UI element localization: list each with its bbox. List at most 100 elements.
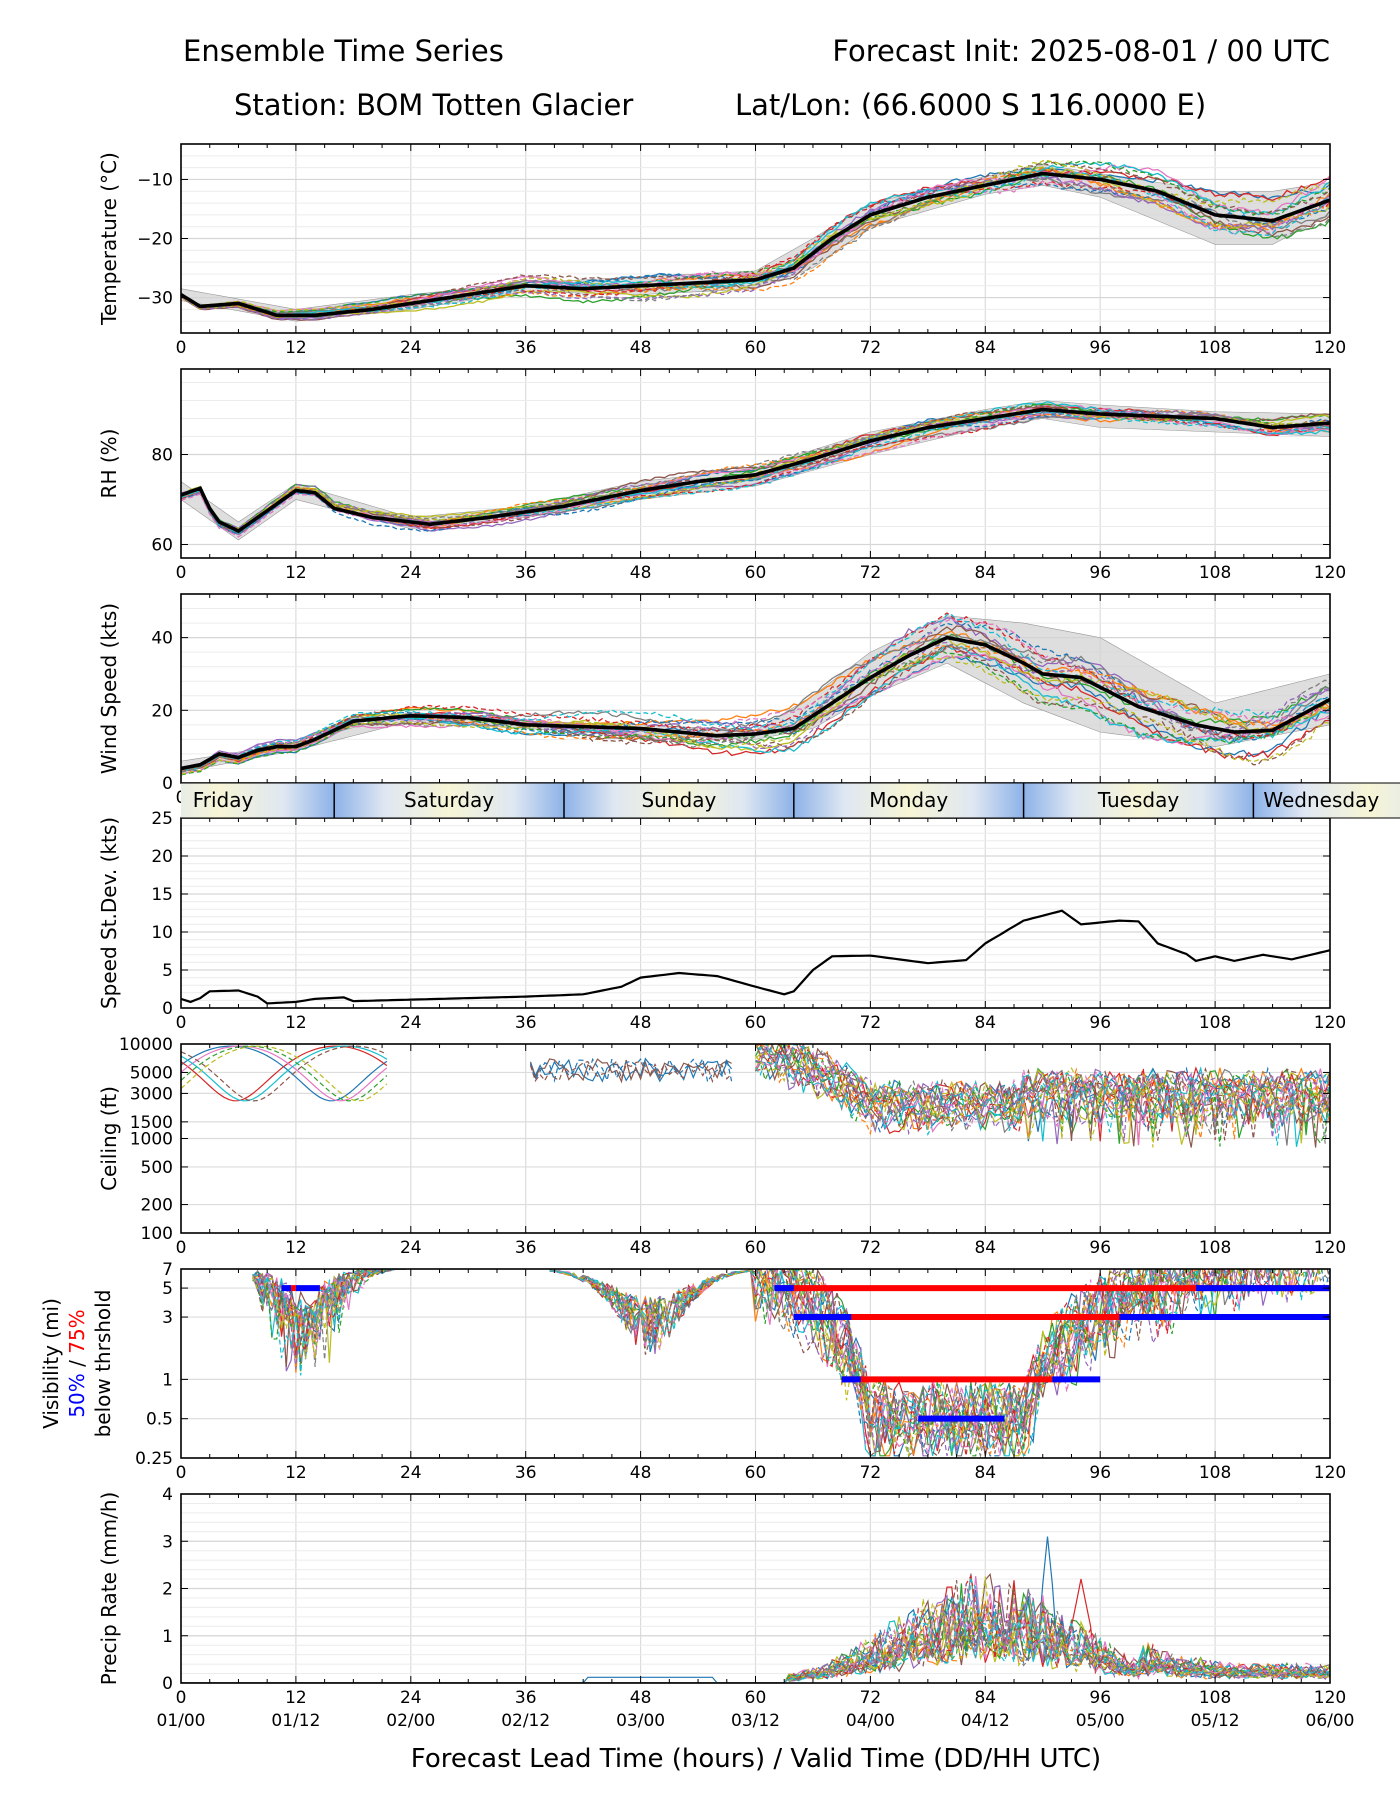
x-tick-label: 96 <box>1089 1688 1111 1708</box>
x-tick-label: 24 <box>400 1013 422 1033</box>
y-tick-label: 5 <box>162 961 173 981</box>
x-tick-label: 108 <box>1199 1463 1231 1483</box>
legend-75pct: 75% <box>65 1309 89 1353</box>
day-label: Wednesday <box>1263 788 1379 812</box>
y-tick-label: 4 <box>162 1485 173 1505</box>
y-tick-label: 200 <box>141 1196 173 1216</box>
day-label: Sunday <box>641 788 716 812</box>
ensemble-member-line <box>755 1044 1330 1133</box>
x-tick-label: 24 <box>400 1238 422 1258</box>
panel-vis: 0 12 24 36 48 60 72 84 96 108 120 75 3 1 0.5 0.25 Visibi… <box>39 1260 1346 1483</box>
x-tick-label: 120 <box>1314 563 1346 583</box>
x-tick-label: 108 <box>1199 1238 1231 1258</box>
x-tick-label: 0 <box>176 1463 187 1483</box>
day-label: Tuesday <box>1097 788 1180 812</box>
ensemble-member-line <box>181 176 1330 316</box>
x-tick-label: 36 <box>515 1238 537 1258</box>
ensemble-member-line <box>181 613 1330 771</box>
x-tick-label: 0 <box>176 1238 187 1258</box>
x-tick-label: 120 <box>1314 1463 1346 1483</box>
plot-area-ceiling <box>181 1044 1330 1148</box>
y-axis-label: Temperature (°C) <box>97 152 121 326</box>
x-tick-label: 24 <box>400 338 422 358</box>
day-label: Friday <box>193 788 254 812</box>
y-tick-label: −20 <box>137 230 173 250</box>
y-tick-label: 5 <box>162 1279 173 1299</box>
day-band <box>1023 783 1254 818</box>
x-tick-label: 36 <box>515 1688 537 1708</box>
day-band <box>1253 783 1400 818</box>
y-tick-label: 40 <box>151 629 173 649</box>
day-band <box>181 783 335 818</box>
y-axis-label: RH (%) <box>97 429 121 499</box>
x-tick-label: 12 <box>285 1013 307 1033</box>
x-tick-label: 48 <box>630 1013 652 1033</box>
y-tick-label: 0.5 <box>146 1410 173 1430</box>
x-axis-label: Forecast Lead Time (hours) / Valid Time … <box>411 1744 1101 1774</box>
plot-area-vis <box>252 1269 1330 1458</box>
ensemble-member-line <box>181 1044 1330 1148</box>
y-tick-label: 15 <box>151 885 173 905</box>
x-tick-label: 120 <box>1314 1013 1346 1033</box>
ensemble-member-line <box>181 650 1330 776</box>
x-tick-label: 96 <box>1089 1013 1111 1033</box>
x-tick-label: 48 <box>630 338 652 358</box>
y-axis-label: Ceiling (ft) <box>97 1086 121 1191</box>
speed-stdev-line <box>181 909 1330 1005</box>
panel-wind: 0122436486072849610812002040Wind Speed (… <box>97 593 1346 808</box>
y-tick-label: 1 <box>162 1370 173 1390</box>
x-tick-label: 12 <box>285 338 307 358</box>
ensemble-member-line <box>252 1269 1327 1456</box>
ensemble-member-line <box>181 182 1330 318</box>
ensemble-member-line <box>181 408 1330 533</box>
day-strip: Friday Saturday Sunday Monday Tuesday Wednesd… <box>181 782 1400 819</box>
ensemble-member-line <box>181 166 1330 319</box>
y-tick-label: 20 <box>151 847 173 867</box>
y-tick-label: 60 <box>151 536 173 556</box>
y-tick-label: 1500 <box>130 1113 173 1133</box>
y-tick-label: 2 <box>162 1580 173 1600</box>
x-tick-label: 24 <box>400 1688 422 1708</box>
ensemble-mean-line <box>181 407 1330 534</box>
ensemble-member-line <box>765 1044 1330 1133</box>
valid-time-label: 01/00 <box>157 1711 206 1731</box>
ensemble-mean-line <box>181 171 1330 318</box>
y-tick-label: 0 <box>162 999 173 1019</box>
x-tick-label: 60 <box>745 338 767 358</box>
x-tick-label: 108 <box>1199 1688 1231 1708</box>
x-tick-label: 84 <box>974 563 996 583</box>
x-tick-label: 108 <box>1199 1013 1231 1033</box>
x-tick-label: 12 <box>285 563 307 583</box>
panel-std: 0 12 24 36 48 60 72 84 96 108 120 0 5 10 15 20 25 Speed S… <box>97 809 1346 1033</box>
ensemble-member-line <box>181 645 1330 773</box>
plot-area-std <box>181 909 1330 1005</box>
x-tick-label: 0 <box>176 338 187 358</box>
valid-time-label: 05/12 <box>1191 1711 1240 1731</box>
x-tick-label: 72 <box>860 1238 882 1258</box>
chart-title-latlon: Lat/Lon: (66.6000 S 116.0000 E) <box>735 88 1207 122</box>
y-tick-label: 100 <box>141 1224 173 1244</box>
y-tick-label: 20 <box>151 701 173 721</box>
x-tick-label: 120 <box>1314 338 1346 358</box>
ensemble-member-line <box>181 1598 1330 1683</box>
y-tick-label: 7 <box>162 1260 173 1280</box>
chart-panels: 0 12 24 36 48 60 72 84 96 108 120−10−20−30Temperat… <box>39 143 1355 1731</box>
x-tick-label: 120 <box>1314 1238 1346 1258</box>
ensemble-member-line <box>181 1596 1330 1683</box>
x-tick-label: 12 <box>285 1238 307 1258</box>
chart-title-station: Station: BOM Totten Glacier <box>234 88 634 122</box>
y-axis-label: Precip Rate (mm/h) <box>97 1492 121 1686</box>
x-tick-label: 108 <box>1199 338 1231 358</box>
x-tick-label: 84 <box>974 1688 996 1708</box>
x-tick-label: 72 <box>860 338 882 358</box>
valid-time-label: 03/12 <box>731 1711 780 1731</box>
x-tick-label: 36 <box>515 1013 537 1033</box>
x-tick-label: 12 <box>285 1463 307 1483</box>
x-tick-label: 84 <box>974 338 996 358</box>
y-tick-label: 10 <box>151 923 173 943</box>
x-tick-label: 60 <box>745 563 767 583</box>
ensemble-member-line <box>181 166 1330 318</box>
y-tick-label: 500 <box>141 1158 173 1178</box>
valid-time-label: 05/00 <box>1076 1711 1125 1731</box>
